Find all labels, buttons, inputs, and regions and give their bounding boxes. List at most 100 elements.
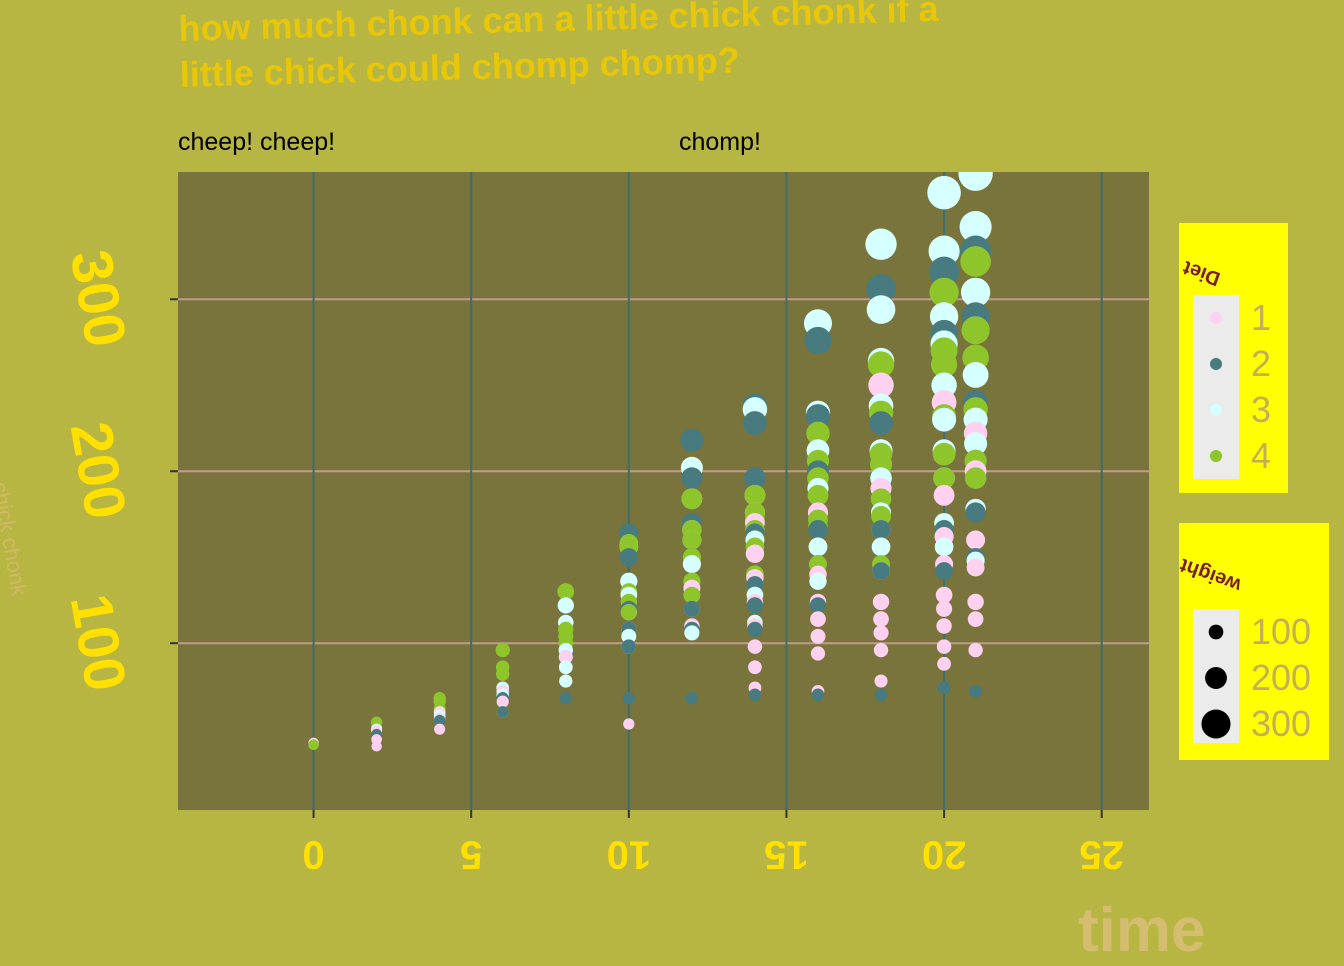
data-point-diet-1 xyxy=(434,723,446,735)
data-point-diet-4 xyxy=(683,586,701,604)
data-point-diet-2 xyxy=(808,519,828,540)
data-point-diet-4 xyxy=(807,484,829,506)
data-point-diet-1 xyxy=(745,544,765,563)
data-point-diet-4 xyxy=(960,246,991,277)
diet-legend-swatches xyxy=(1210,312,1222,462)
x-axis-label: time xyxy=(1078,896,1206,965)
data-point-diet-3 xyxy=(931,372,957,398)
data-point-diet-2 xyxy=(685,692,699,705)
data-point-diet-2 xyxy=(744,467,766,489)
data-point-diet-4 xyxy=(495,642,510,658)
diet-legend-swatch-2 xyxy=(1210,358,1222,370)
diet-legend-swatch-1 xyxy=(1210,312,1222,324)
diet-legend-label-1: 1 xyxy=(1251,297,1272,338)
data-point-diet-4 xyxy=(620,604,637,621)
data-point-diet-1 xyxy=(873,625,889,641)
data-point-diet-1 xyxy=(810,611,826,627)
plot-panel xyxy=(178,156,1149,810)
data-point-diet-3 xyxy=(960,277,991,308)
data-point-diet-3 xyxy=(621,628,637,644)
data-point-diet-2 xyxy=(969,685,982,698)
data-point-diet-2 xyxy=(746,597,764,614)
data-point-diet-2 xyxy=(621,639,637,654)
weight-legend-swatch-100 xyxy=(1208,624,1224,640)
data-point-diet-2 xyxy=(619,548,638,567)
data-point-diet-1 xyxy=(747,639,763,654)
diet-legend: Diet 1 2 3 4 xyxy=(1179,223,1288,493)
data-point-diet-4 xyxy=(681,488,703,510)
facet-label-cheep: cheep! cheep! xyxy=(178,128,336,156)
data-point-diet-2 xyxy=(871,519,891,540)
data-point-diet-3 xyxy=(684,625,700,641)
weight-legend-swatch-200 xyxy=(1205,667,1227,689)
data-point-diet-1 xyxy=(936,600,953,617)
data-point-diet-3 xyxy=(962,361,989,388)
data-point-diet-3 xyxy=(964,432,988,456)
data-point-diet-3 xyxy=(959,210,992,244)
data-point-diet-4 xyxy=(961,316,990,345)
data-point-diet-2 xyxy=(809,597,827,614)
y-axis-label: chick chonk xyxy=(0,480,32,598)
data-point-diet-1 xyxy=(936,639,952,654)
data-point-diet-4 xyxy=(557,583,575,601)
data-point-diet-3 xyxy=(559,674,573,688)
data-point-diet-4 xyxy=(867,351,895,378)
data-point-diet-4 xyxy=(496,667,510,681)
data-point-diet-1 xyxy=(966,558,985,577)
data-point-diet-4 xyxy=(871,505,892,526)
data-point-diet-2 xyxy=(496,706,509,718)
data-point-diet-1 xyxy=(968,642,983,658)
weight-legend-label-300: 300 xyxy=(1251,703,1312,744)
data-point-diet-1 xyxy=(874,674,888,688)
data-point-diet-3 xyxy=(934,537,954,557)
diet-legend-keys xyxy=(1193,295,1239,479)
data-point-diet-3 xyxy=(866,295,896,324)
data-point-diet-2 xyxy=(872,562,890,580)
data-point-diet-4 xyxy=(930,351,958,378)
data-point-diet-3 xyxy=(865,228,897,260)
data-point-diet-2 xyxy=(804,326,832,355)
data-point-diet-4 xyxy=(933,467,955,489)
data-point-diet-2 xyxy=(874,688,888,702)
y-tick-label-300: 300 xyxy=(58,245,139,352)
diet-legend-swatch-3 xyxy=(1210,404,1222,416)
data-point-diet-2 xyxy=(811,688,825,702)
data-point-diet-1 xyxy=(933,484,955,506)
data-point-diet-1 xyxy=(558,649,573,665)
data-point-diet-4 xyxy=(964,467,987,489)
data-point-diet-2 xyxy=(747,621,763,638)
data-point-diet-3 xyxy=(932,407,957,432)
data-point-diet-3 xyxy=(682,555,701,574)
data-point-diet-3 xyxy=(558,660,573,675)
data-point-diet-1 xyxy=(967,593,984,611)
data-point-diet-1 xyxy=(872,593,890,611)
data-point-diet-2 xyxy=(681,467,703,489)
x-tick-label-25: 25 xyxy=(1079,832,1124,876)
data-point-diet-4 xyxy=(929,277,959,308)
diet-legend-swatch-4 xyxy=(1210,450,1222,462)
data-point-diet-2 xyxy=(748,688,762,702)
data-point-diet-2 xyxy=(742,411,767,436)
weight-legend-swatches xyxy=(1201,624,1231,739)
data-point-diet-1 xyxy=(623,718,635,730)
x-tick-label-20: 20 xyxy=(922,832,967,876)
data-point-diet-3 xyxy=(808,537,828,557)
data-point-diet-3 xyxy=(809,572,827,590)
data-point-diet-4 xyxy=(932,442,956,466)
data-point-diet-2 xyxy=(805,404,831,429)
data-point-diet-1 xyxy=(371,741,382,752)
data-point-diet-2 xyxy=(869,411,893,436)
data-point-diet-4 xyxy=(744,484,766,506)
x-tick-label-0: 0 xyxy=(302,832,324,876)
data-point-diet-2 xyxy=(866,274,896,304)
data-point-diet-2 xyxy=(928,256,960,287)
chart-title: how much chonk can a little chick chonk … xyxy=(178,0,940,95)
facet-label-chomp: chomp! xyxy=(679,128,761,156)
data-point-diet-1 xyxy=(748,660,762,675)
diet-legend-label-2: 2 xyxy=(1251,343,1272,384)
data-point-diet-2 xyxy=(683,600,700,617)
y-tick-label-100: 100 xyxy=(58,589,139,696)
data-point-diet-4 xyxy=(308,739,319,750)
data-point-diet-1 xyxy=(935,586,953,604)
